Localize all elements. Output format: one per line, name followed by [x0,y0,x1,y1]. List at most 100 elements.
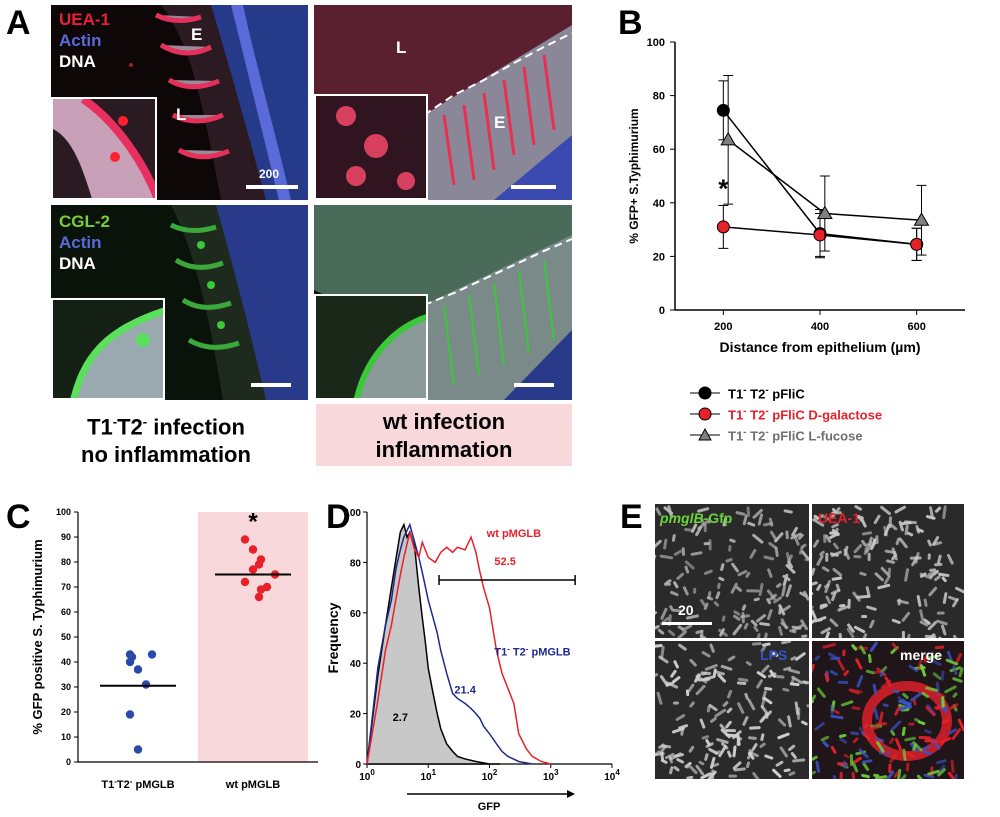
bacterium-shape [914,718,921,723]
bacterium-shape [822,740,829,748]
bacterium-shape [842,649,846,657]
bacterium-shape [709,643,715,653]
bacterium-shape [936,759,947,765]
bacterium-shape [825,595,832,605]
bacterium-shape [888,763,892,773]
bacterium-shape [958,667,964,678]
bacterium-shape [820,735,830,742]
bacterium-shape [740,614,751,619]
bacterium-shape [800,543,807,549]
bacterium-shape [932,536,940,546]
bacterium-shape [756,679,763,689]
bacterium-shape [747,748,752,755]
bacterium-shape [901,521,912,526]
bacterium-shape [920,572,927,578]
bacterium-shape [830,704,834,715]
panel-letter-c: C [6,498,31,536]
bacterium-shape [689,765,698,775]
bacterium-shape [851,644,858,651]
panel-letter-a: A [6,4,31,42]
bacterium-shape [655,625,660,633]
bacterium-shape [703,523,707,533]
bacterium-shape [663,582,671,586]
bacterium-shape [791,526,799,537]
bacterium-shape [861,773,870,779]
bacterium-shape [655,673,659,680]
bacterium-shape [851,706,861,711]
bacterium-shape [686,775,694,779]
micrograph-uea-inflammation: L E [314,5,572,200]
bacterium-shape [940,670,945,681]
bacterium-shape [688,745,695,753]
y-tick-label: 100 [647,37,665,49]
bacterium-shape [763,632,768,638]
bacterium-shape [783,666,792,672]
y-tick-label: 80 [653,91,665,103]
bacterium-shape [725,558,733,563]
micrograph-lps [655,641,809,779]
bacterium-shape [923,618,931,625]
bacterium-shape [873,707,879,720]
data-point [125,657,135,667]
bacterium-shape [693,587,697,594]
bacterium-shape [670,590,679,597]
bacterium-shape [925,633,936,638]
bacterium-shape [930,739,940,744]
bacterium-shape [789,682,800,687]
bacterium-shape [714,708,727,718]
scale-bar-4 [514,383,554,387]
bacterium-shape [897,598,901,606]
bacterium-shape [824,580,831,594]
data-point [913,212,930,226]
bacterium-shape [812,581,818,587]
bacterium-shape [921,745,931,751]
bacterium-shape [759,716,766,723]
bacterium-shape [766,589,776,601]
bacterium-shape [687,683,695,693]
bacterium-shape [709,756,716,769]
bacterium-shape [912,741,923,752]
y-tick-label: 100 [56,507,71,517]
bacterium-shape [955,586,964,595]
bacterium-shape [720,664,733,671]
stain-label-cgl: CGL-2 [59,212,110,231]
x-axis-arrowhead [567,790,575,798]
data-point [133,665,143,674]
bacterium-shape [880,505,891,516]
bacterium-shape [656,691,663,705]
bacterium-shape [717,673,727,683]
bacterium-shape [756,671,767,679]
bacterium-shape [909,556,922,560]
bacterium-shape [795,652,806,661]
bacterium-shape [726,728,737,733]
bacterium-shape [812,755,818,761]
bacterium-shape [884,751,891,757]
bacterium-shape [750,619,758,627]
bacterium-shape [657,628,665,635]
bacterium-shape [887,567,892,575]
bacterium-shape [867,536,873,547]
bacterium-shape [737,677,749,683]
bacterium-shape [832,567,843,577]
bacterium-shape [677,630,687,638]
bacterium-shape [829,552,839,557]
bacterium-shape [937,768,946,777]
bacterium-shape [670,669,677,678]
bacterium-shape [885,770,895,779]
x-tick-label: 100 [359,768,375,783]
bacterium-shape [661,744,672,749]
bacterium-shape [708,704,718,712]
bacterium-shape [671,727,685,734]
bacterium-shape [753,597,760,602]
bacterium-shape [684,528,693,532]
bacterium-shape [673,549,682,556]
data-point [716,220,730,234]
bacterium-shape [853,544,863,554]
bacterium-shape [866,605,877,611]
bacterium-shape [737,702,745,714]
bacterium-shape [921,691,930,698]
category-label: wt pMGLB [225,779,280,791]
data-point [248,545,258,554]
y-axis-label: % GFP+ S.Typhimurium [627,108,641,243]
bacterium-shape [821,566,830,572]
